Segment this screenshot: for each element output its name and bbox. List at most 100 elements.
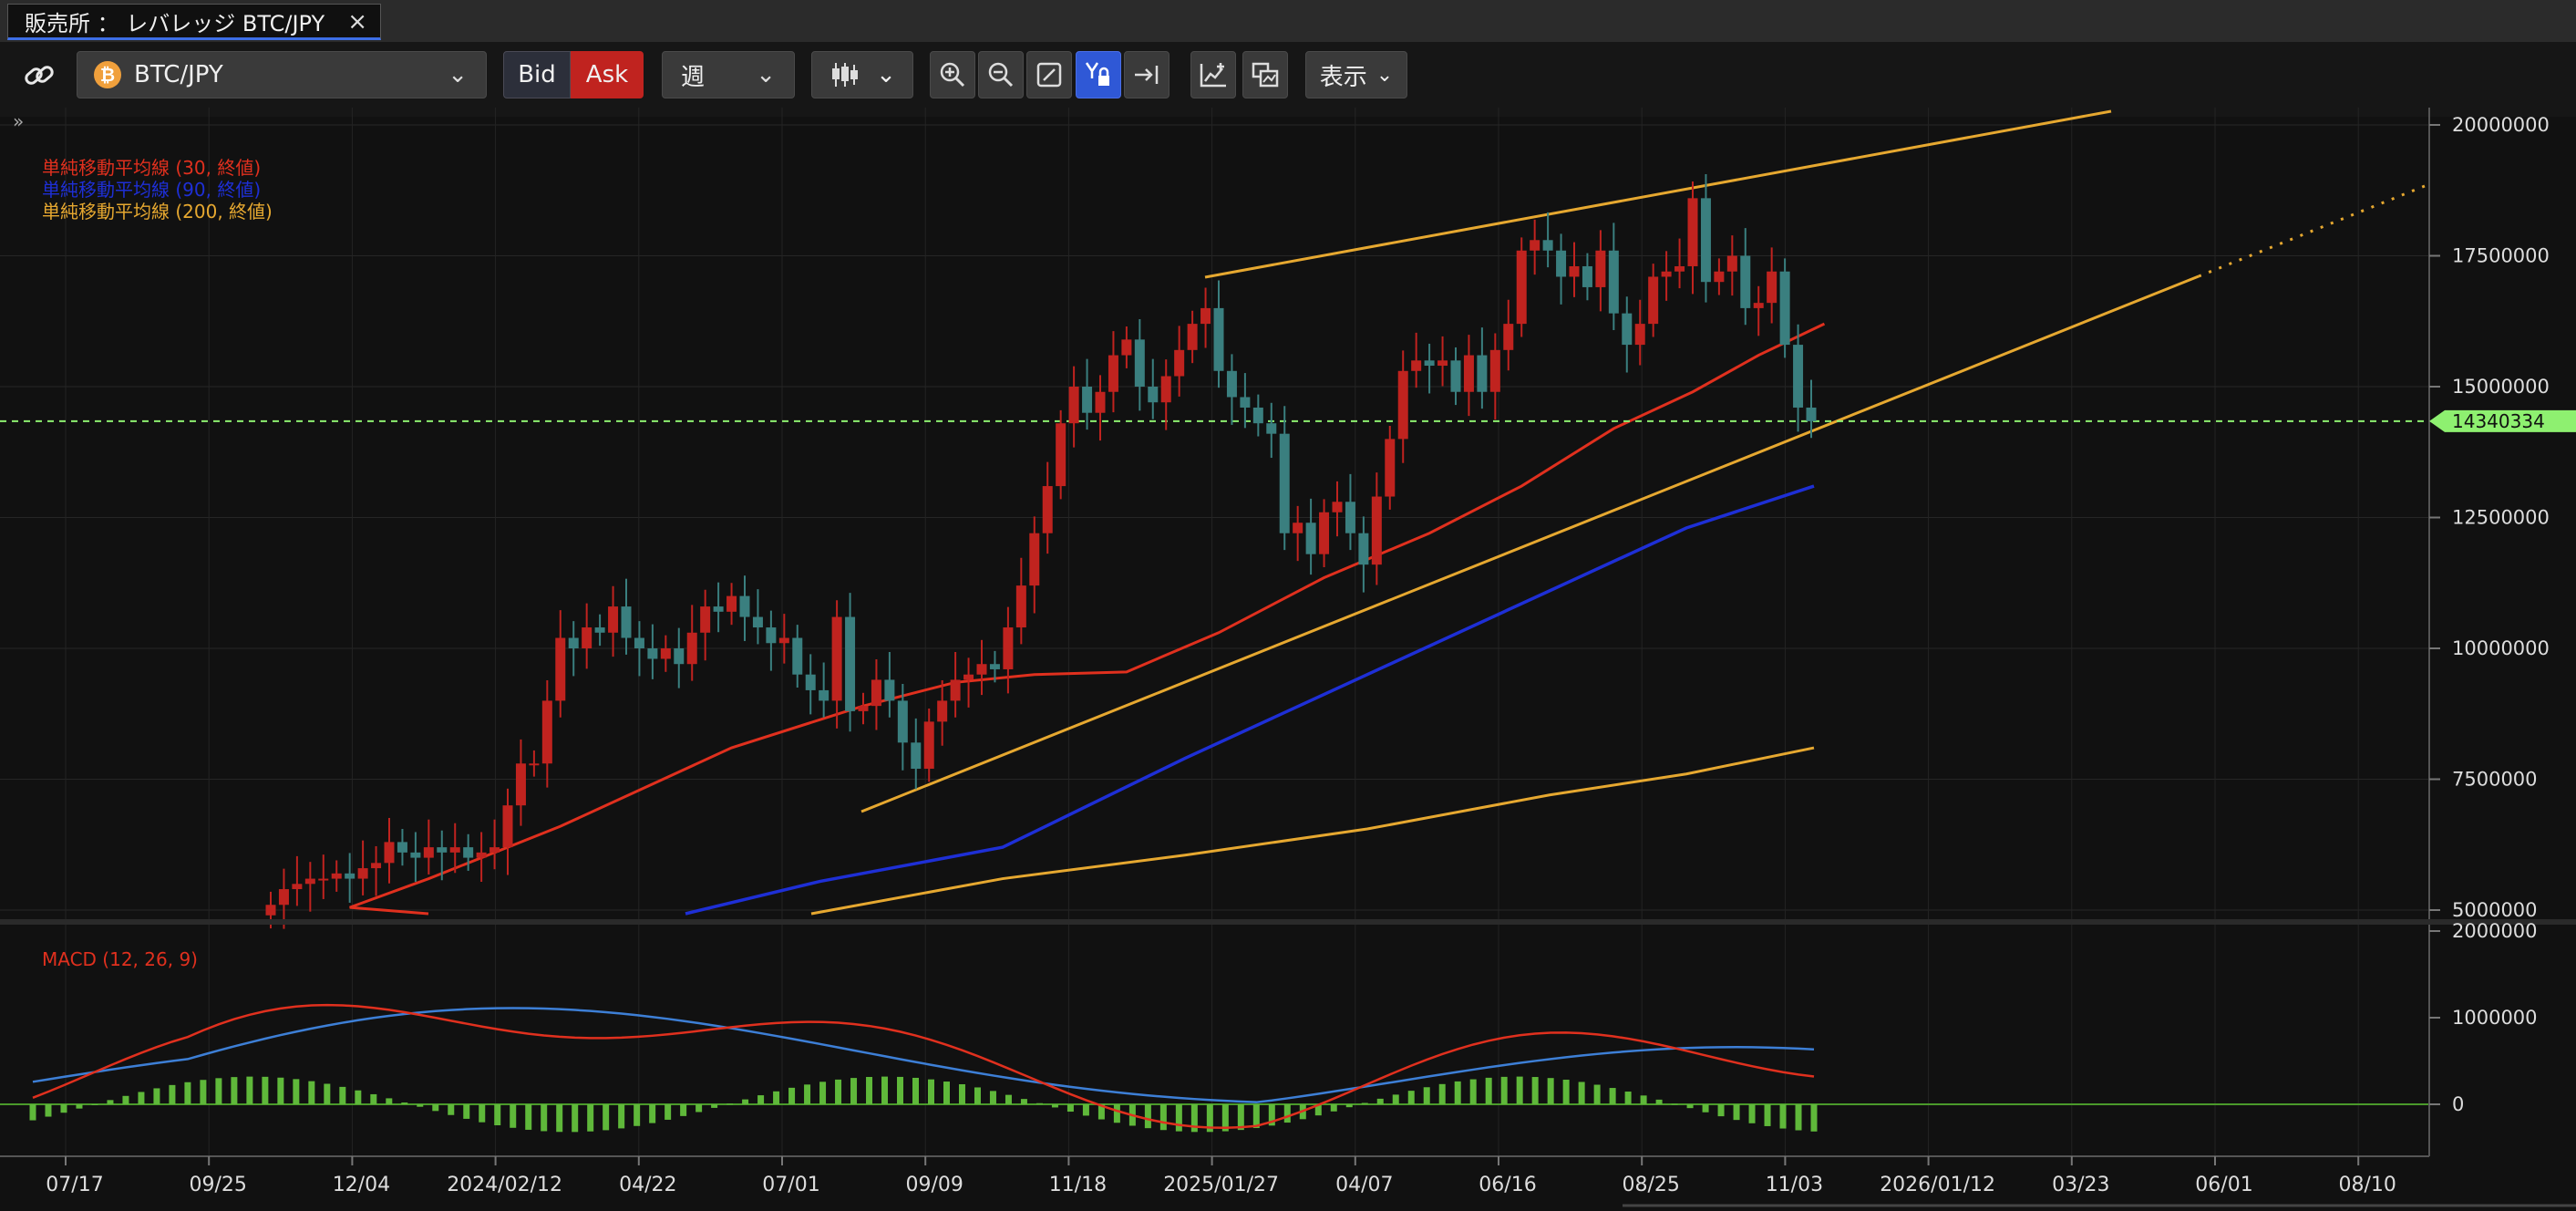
macd-histogram-bar: [1345, 1104, 1353, 1108]
candle-body: [700, 606, 711, 633]
candle-body: [345, 873, 355, 879]
macd-histogram-bar: [742, 1099, 749, 1104]
candle-body: [1767, 271, 1777, 304]
macd-histogram-bar: [696, 1104, 703, 1113]
macd-tick-label: 0: [2452, 1093, 2464, 1115]
macd-histogram-bar: [386, 1098, 393, 1104]
candle-body: [1279, 433, 1290, 533]
candle-body: [594, 627, 605, 633]
candle-body: [1793, 345, 1804, 408]
macd-histogram-bar: [91, 1104, 98, 1105]
macd-histogram-bar: [1516, 1076, 1523, 1104]
macd-histogram-bar: [1082, 1104, 1089, 1116]
candle-body: [1095, 391, 1106, 413]
macd-histogram-bar: [355, 1090, 362, 1104]
macd-histogram-bar: [881, 1076, 889, 1104]
price-chart[interactable]: 2000000017500000150000001250000010000000…: [0, 108, 2576, 1211]
upper-trendline: [1204, 109, 2112, 279]
candle-body: [1463, 355, 1474, 392]
candle-body: [1148, 387, 1159, 403]
macd-histogram-bar: [726, 1103, 734, 1105]
candle-body: [1305, 523, 1316, 554]
add-indicator-button[interactable]: [1190, 51, 1236, 98]
candlestick-series: [265, 173, 1817, 929]
candle-body: [1240, 397, 1251, 408]
candle-body: [1687, 198, 1698, 266]
macd-histogram-bar: [1779, 1104, 1787, 1129]
chevron-down-icon: ⌄: [756, 61, 776, 88]
macd-histogram-bar: [819, 1082, 827, 1104]
macd-histogram-bar: [29, 1104, 36, 1121]
candle-body: [1345, 502, 1355, 533]
macd-histogram-bar: [1624, 1092, 1632, 1104]
macd-histogram-bar: [603, 1104, 610, 1131]
candle-body: [449, 847, 460, 853]
display-menu-button[interactable]: 表示 ⌄: [1305, 51, 1407, 98]
candle-body: [819, 689, 829, 701]
y-axis-lock-button[interactable]: [1076, 51, 1121, 98]
candle-body: [1477, 355, 1488, 392]
jump-latest-button[interactable]: [1124, 51, 1170, 98]
candle-body: [1806, 407, 1817, 421]
chart-toolbar: ₿ BTC/JPY ⌄ Bid Ask 週 ⌄ ⌄ 表示 ⌄: [0, 42, 2576, 108]
candle-body: [1266, 423, 1277, 434]
zoom-in-button[interactable]: [930, 51, 975, 98]
candle-body: [1358, 533, 1369, 565]
macd-histogram-bar: [974, 1087, 981, 1104]
current-price-label: 14340334: [2452, 410, 2545, 432]
chart-type-select[interactable]: ⌄: [811, 51, 913, 98]
macd-histogram-bar: [494, 1104, 501, 1126]
zoom-out-icon: [988, 62, 1014, 88]
candle-body: [1332, 502, 1343, 512]
time-tick-label: 04/07: [1335, 1174, 1393, 1196]
candle-body: [871, 679, 881, 707]
zoom-out-button[interactable]: [978, 51, 1024, 98]
candle-body: [989, 664, 1000, 669]
candle-body: [1674, 265, 1685, 272]
macd-histogram-bar: [835, 1079, 842, 1104]
macd-histogram-bar: [1671, 1103, 1678, 1105]
macd-histogram-bar: [866, 1076, 873, 1104]
macd-histogram-bar: [1066, 1104, 1074, 1113]
macd-histogram-bar: [1485, 1077, 1492, 1104]
macd-histogram-bar: [711, 1104, 718, 1108]
bid-button[interactable]: Bid: [503, 51, 571, 98]
macd-histogram-bar: [1268, 1104, 1275, 1126]
candle-body: [1187, 324, 1198, 350]
macd-histogram-bar: [262, 1076, 269, 1104]
close-tab-icon[interactable]: ×: [347, 8, 367, 36]
candle-body: [397, 842, 407, 853]
candle-body: [621, 606, 632, 638]
macd-histogram-bar: [401, 1102, 408, 1104]
candle-body: [726, 595, 737, 612]
candle-body: [884, 679, 895, 701]
price-tick-label: 7500000: [2452, 769, 2538, 791]
candle-body: [1595, 250, 1606, 287]
sma30-line: [349, 322, 1826, 916]
candle-body: [1121, 339, 1132, 356]
symbol-select[interactable]: ₿ BTC/JPY ⌄: [77, 51, 487, 98]
candle-body: [1082, 387, 1093, 413]
candle-body: [1134, 339, 1145, 387]
link-icon[interactable]: [20, 58, 60, 95]
ask-button[interactable]: Ask: [571, 51, 644, 98]
fit-screen-button[interactable]: [1026, 51, 1072, 98]
toggle-panel-icon[interactable]: »: [13, 110, 24, 132]
candle-body: [1569, 265, 1580, 277]
chart-tab[interactable]: 販売所 ： レバレッジ BTC/JPY ×: [7, 4, 381, 40]
candle-body: [1582, 265, 1592, 287]
candle-body: [318, 878, 329, 881]
candle-body: [686, 632, 697, 665]
candle-body: [502, 805, 513, 848]
candle-body: [1530, 240, 1540, 251]
candle-body: [1700, 198, 1711, 283]
candle-body: [568, 637, 579, 648]
macd-histogram-bar: [417, 1104, 424, 1107]
period-select[interactable]: 週 ⌄: [662, 51, 795, 98]
macd-histogram-bar: [184, 1082, 191, 1104]
compare-button[interactable]: [1242, 51, 1288, 98]
candle-body: [437, 847, 448, 853]
candle-body: [778, 637, 789, 644]
candle-body: [792, 637, 803, 675]
period-label: 週: [681, 63, 706, 91]
